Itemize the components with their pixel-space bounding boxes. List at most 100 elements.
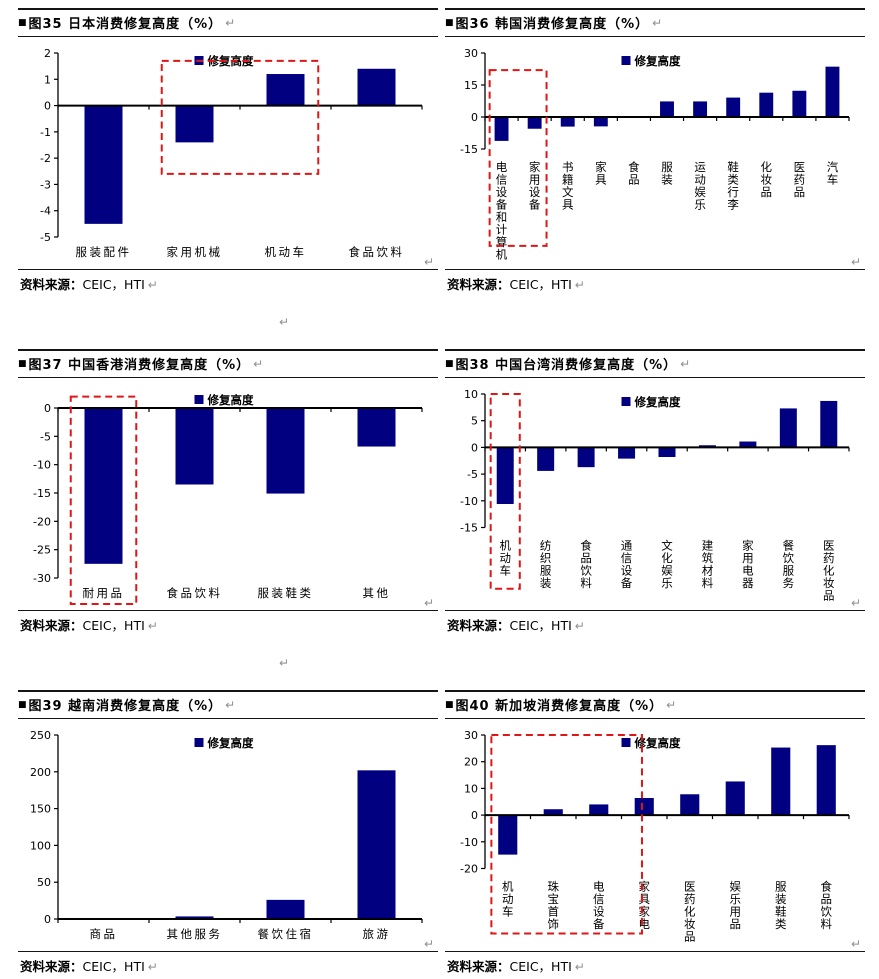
title-bullet-icon: ■ bbox=[445, 700, 454, 710]
svg-text:家具: 家具 bbox=[595, 160, 607, 187]
figure-40-source-row: 资料来源：CEIC，HTI↵ bbox=[445, 951, 865, 979]
source-value: CEIC，HTI bbox=[83, 277, 145, 292]
svg-text:餐饮住宿: 餐饮住宿 bbox=[258, 927, 314, 941]
figure-block-37: ■ 图37 中国香港消费修复高度（%） ↵ 0-5-10-15-20-25-30… bbox=[18, 349, 438, 638]
source-value: CEIC，HTI bbox=[510, 959, 572, 974]
paragraph-mark-icon: ↵ bbox=[279, 656, 289, 670]
svg-text:30: 30 bbox=[464, 729, 478, 742]
svg-text:机动车: 机动车 bbox=[265, 245, 307, 259]
svg-text:30: 30 bbox=[464, 47, 478, 60]
paragraph-mark-icon: ↵ bbox=[680, 357, 690, 371]
svg-text:200: 200 bbox=[30, 766, 51, 779]
svg-text:机动车: 机动车 bbox=[502, 880, 514, 919]
svg-text:修复高度: 修复高度 bbox=[634, 736, 681, 750]
source-label: 资料来源： bbox=[20, 959, 83, 974]
figure-36-title-row: ■ 图36 韩国消费修复高度（%） ↵ bbox=[445, 8, 865, 37]
svg-text:0: 0 bbox=[471, 441, 478, 454]
paragraph-mark-icon: ↵ bbox=[851, 596, 861, 610]
source-label: 资料来源： bbox=[20, 618, 83, 633]
svg-text:服装配件: 服装配件 bbox=[76, 245, 132, 259]
svg-text:建筑材料: 建筑材料 bbox=[702, 539, 714, 591]
paragraph-mark-icon: ↵ bbox=[851, 937, 861, 951]
svg-text:10: 10 bbox=[464, 388, 478, 401]
paragraph-spacer bbox=[445, 638, 865, 690]
source-label: 资料来源： bbox=[20, 277, 83, 292]
figure-38-source-row: 资料来源：CEIC，HTI↵ bbox=[445, 610, 865, 638]
svg-text:其他: 其他 bbox=[363, 586, 391, 600]
svg-text:家用电器: 家用电器 bbox=[742, 539, 754, 591]
figure-37-title-row: ■ 图37 中国香港消费修复高度（%） ↵ bbox=[18, 349, 438, 378]
svg-text:汽车: 汽车 bbox=[827, 160, 839, 187]
title-bullet-icon: ■ bbox=[445, 18, 454, 28]
source-label: 资料来源： bbox=[447, 959, 510, 974]
paragraph-mark-icon: ↵ bbox=[666, 698, 676, 712]
bar-chart-vietnam: 250200150100500商品其他服务餐饮住宿旅游修复高度 bbox=[18, 719, 438, 951]
svg-text:家用设备: 家用设备 bbox=[529, 160, 541, 212]
figure-title: 图36 韩国消费修复高度（%） bbox=[456, 13, 650, 32]
svg-text:0: 0 bbox=[44, 913, 51, 926]
svg-text:0: 0 bbox=[471, 809, 478, 822]
figure-40-title-row: ■ 图40 新加坡消费修复高度（%） ↵ bbox=[445, 690, 865, 719]
title-bullet-icon: ■ bbox=[445, 359, 454, 369]
svg-text:娱乐用品: 娱乐用品 bbox=[730, 880, 742, 932]
figure-35-title-row: ■ 图35 日本消费修复高度（%） ↵ bbox=[18, 8, 438, 37]
svg-text:珠宝首饰: 珠宝首饰 bbox=[548, 880, 560, 932]
svg-text:书籍文具: 书籍文具 bbox=[562, 160, 574, 212]
paragraph-spacer: ↵ bbox=[18, 638, 438, 690]
paragraph-mark-icon: ↵ bbox=[225, 16, 235, 30]
svg-text:-5: -5 bbox=[40, 231, 51, 244]
bar-chart-hongkong: 0-5-10-15-20-25-30耐用品食品饮料服装鞋类其他修复高度 bbox=[18, 378, 438, 610]
svg-text:20: 20 bbox=[464, 756, 478, 769]
bar-chart-singapore: 3020100-10-20机动车珠宝首饰电信设备家具家电医药化妆品娱乐用品服装鞋… bbox=[445, 719, 865, 951]
svg-text:0: 0 bbox=[44, 100, 51, 113]
paragraph-mark-icon: ↵ bbox=[279, 315, 289, 329]
title-bullet-icon: ■ bbox=[18, 18, 27, 28]
figure-title: 图35 日本消费修复高度（%） bbox=[29, 13, 223, 32]
paragraph-mark-icon: ↵ bbox=[575, 960, 585, 974]
svg-text:-2: -2 bbox=[40, 152, 51, 165]
svg-text:化妆品: 化妆品 bbox=[761, 160, 773, 199]
paragraph-mark-icon: ↵ bbox=[148, 960, 158, 974]
svg-text:医药化妆品: 医药化妆品 bbox=[823, 539, 835, 603]
paragraph-mark-icon: ↵ bbox=[424, 937, 434, 951]
title-bullet-icon: ■ bbox=[18, 359, 27, 369]
svg-text:-1: -1 bbox=[40, 126, 51, 139]
source-label: 资料来源： bbox=[447, 277, 510, 292]
figure-title: 图37 中国香港消费修复高度（%） bbox=[29, 354, 251, 373]
svg-text:医药品: 医药品 bbox=[794, 160, 806, 199]
svg-text:10: 10 bbox=[464, 782, 478, 795]
figure-35-source-row: 资料来源：CEIC，HTI↵ bbox=[18, 269, 438, 297]
svg-text:150: 150 bbox=[30, 803, 51, 816]
paragraph-mark-icon: ↵ bbox=[575, 278, 585, 292]
paragraph-mark-icon: ↵ bbox=[424, 596, 434, 610]
svg-text:运动娱乐: 运动娱乐 bbox=[694, 160, 706, 212]
svg-text:食品饮料: 食品饮料 bbox=[167, 586, 223, 600]
source-label: 资料来源： bbox=[447, 618, 510, 633]
paragraph-mark-icon: ↵ bbox=[652, 16, 662, 30]
source-value: CEIC，HTI bbox=[83, 959, 145, 974]
paragraph-mark-icon: ↵ bbox=[148, 619, 158, 633]
svg-text:纺织服装: 纺织服装 bbox=[540, 539, 552, 591]
svg-text:-10: -10 bbox=[460, 495, 478, 508]
paragraph-mark-icon: ↵ bbox=[575, 619, 585, 633]
figure-38-title-row: ■ 图38 中国台湾消费修复高度（%） ↵ bbox=[445, 349, 865, 378]
figure-title: 图40 新加坡消费修复高度（%） bbox=[456, 695, 664, 714]
figure-title: 图38 中国台湾消费修复高度（%） bbox=[456, 354, 678, 373]
source-value: CEIC，HTI bbox=[510, 618, 572, 633]
svg-text:修复高度: 修复高度 bbox=[634, 54, 681, 68]
svg-text:服装: 服装 bbox=[661, 160, 673, 187]
figure-title: 图39 越南消费修复高度（%） bbox=[29, 695, 223, 714]
svg-text:文化娱乐: 文化娱乐 bbox=[661, 539, 673, 591]
svg-text:50: 50 bbox=[37, 876, 51, 889]
svg-text:食品饮料: 食品饮料 bbox=[580, 539, 592, 591]
svg-text:修复高度: 修复高度 bbox=[207, 736, 254, 750]
svg-text:医药化妆品: 医药化妆品 bbox=[684, 880, 696, 944]
